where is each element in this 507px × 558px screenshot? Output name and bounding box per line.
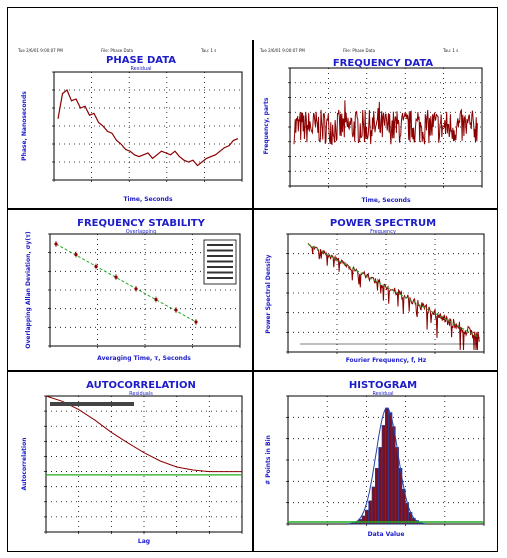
histogram-series [288,407,484,525]
fit-line [307,243,481,339]
chart-subtitle: Overlapping [126,229,157,235]
gaussian-fit [347,407,427,525]
x-axis-label: Averaging Time, τ, Seconds [97,355,191,362]
stability-series [54,241,198,325]
histogram-bar [385,407,389,525]
frequency-stability-chart: FREQUENCY STABILITY Overlapping Averagin… [25,218,241,362]
histogram-bar [381,425,386,525]
frequency-data-panel: Tue 2/6/01 9:00:07 PM File: Phase Data T… [258,46,490,206]
chart-subtitle: Residuals [129,391,153,397]
autocorrelation-chart: AUTOCORRELATION Residuals Lag Autocorrel… [21,380,243,545]
chart-title: HISTOGRAM [349,380,417,391]
y-axis-label: Overlapping Allan Deviation, σy(τ) [25,231,32,349]
histogram-bar [361,515,366,525]
grid [286,233,485,354]
legend [207,244,233,279]
grid [52,71,243,182]
power-spectrum-panel: POWER SPECTRUM Frequency Fourier Frequen… [258,214,490,366]
frequency-stability-panel: FREQUENCY STABILITY Overlapping Averagin… [16,214,246,366]
phase-series [57,89,239,167]
legend-row [207,277,233,279]
y-axis-label: # Points in Bin [265,435,272,485]
horizontal-divider-1 [8,208,497,210]
fit-line [55,243,197,323]
histogram-bar [368,500,373,525]
x-axis-label: Fourier Frequency, f, Hz [346,357,427,364]
legend-row [207,266,233,268]
legend-row [207,271,233,274]
chart-title: POWER SPECTRUM [330,218,436,229]
autocorrelation-panel: AUTOCORRELATION Residuals Lag Autocorrel… [16,376,248,546]
frequency-data-chart: Tue 2/6/01 9:00:07 PM File: Phase Data T… [259,48,483,204]
power-spectrum-chart: POWER SPECTRUM Frequency Fourier Frequen… [265,218,485,364]
histogram-bar [375,468,379,525]
y-axis-label: Power Spectral Density [265,254,272,333]
frequency-series [293,100,478,146]
header-left-tau: Tau: 1 s [200,48,216,53]
y-axis-label: Frequency, parts [263,97,270,154]
plot-frame [53,71,243,181]
chart-title: FREQUENCY DATA [333,58,434,69]
header-right-file: File: Phase Data [343,48,376,53]
histogram-bar [395,447,399,525]
x-axis-label: Time, Seconds [123,196,172,203]
x-axis-label: Time, Seconds [361,197,410,204]
chart-subtitle: Residual [130,66,151,72]
y-axis-label: Phase, Nanoseconds [21,91,28,161]
header-right-date: Tue 2/6/01 9:00:07 PM [259,48,305,53]
power-series [300,242,481,351]
histogram-bar [371,486,376,525]
phase-data-panel: Tue 2/6/01 9:00:07 PM File: Phase Data T… [16,46,246,206]
autocorrelation-line [45,395,242,473]
histogram-chart: HISTOGRAM Residual Data Value # Points i… [265,380,485,538]
grid [48,233,241,348]
grid [44,395,243,534]
chart-title: PHASE DATA [106,55,176,66]
frequency-line [293,100,478,146]
x-axis-label: Data Value [368,531,405,538]
chart-subtitle: Residual [372,391,393,397]
legend-row [207,260,233,263]
annotation-bar [50,402,134,406]
grid [288,67,483,188]
histogram-bar [388,412,393,525]
horizontal-divider-2 [8,370,497,372]
grid [286,395,485,526]
x-axis-label: Lag [138,538,150,545]
legend-row [207,255,233,257]
histogram-bar [391,426,396,525]
legend-row [207,249,233,252]
y-axis-label: Autocorrelation [21,438,28,491]
legend-row [207,244,233,246]
phase-data-chart: Tue 2/6/01 9:00:07 PM File: Phase Data T… [17,48,243,203]
histogram-bar [378,447,383,525]
report-page: Tue 2/6/01 9:00:07 PM File: Phase Data T… [7,7,498,552]
header-right-tau: Tau: 1 s [442,48,458,53]
plot-frame [45,395,243,533]
header-left-date: Tue 2/6/01 9:00:07 PM [17,48,63,53]
histogram-panel: HISTOGRAM Residual Data Value # Points i… [258,376,490,546]
chart-subtitle: Frequency [370,229,396,235]
chart-title: FREQUENCY STABILITY [77,218,205,229]
vertical-divider [252,40,254,551]
header-left-file: File: Phase Data [101,48,134,53]
phase-line [57,89,239,167]
chart-title: AUTOCORRELATION [86,380,196,391]
autocorrelation-series [45,395,242,476]
